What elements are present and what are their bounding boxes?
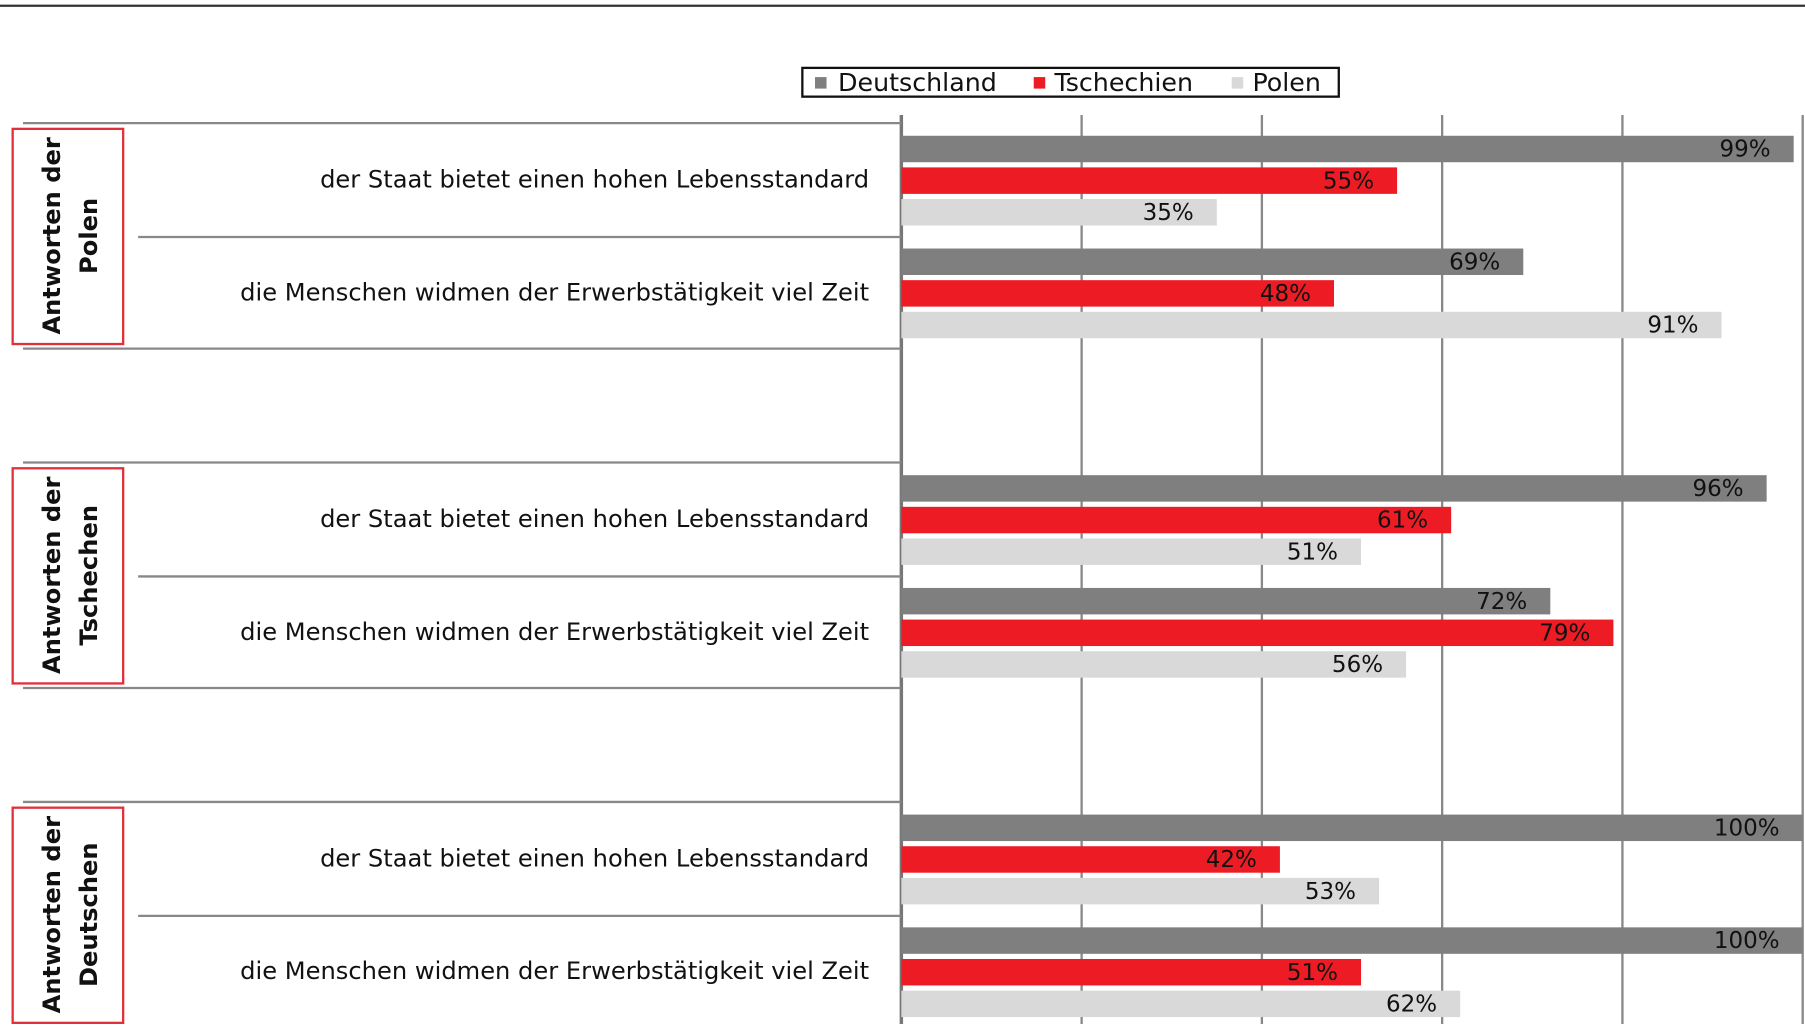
bar: [901, 506, 1452, 534]
value-label: 53%: [1305, 879, 1356, 905]
value-label: 51%: [1287, 960, 1338, 986]
bar: [901, 248, 1524, 275]
category-label: der Staat bietet einen hohen Lebensstand…: [320, 166, 869, 194]
group-box: [11, 467, 125, 685]
category-label: die Menschen widmen der Erwerbstätigkeit…: [240, 957, 869, 985]
bar: [901, 651, 1407, 678]
bar: [901, 280, 1334, 307]
value-label: 51%: [1287, 539, 1338, 565]
bar: [901, 814, 1803, 842]
legend-label: Tschechien: [1053, 68, 1193, 97]
category-label: der Staat bietet einen hohen Lebensstand…: [320, 844, 869, 872]
group-box: [11, 127, 125, 346]
bar: [901, 877, 1380, 905]
value-label: 69%: [1449, 249, 1500, 275]
bar: [901, 311, 1722, 339]
value-label: 96%: [1692, 476, 1743, 502]
value-label: 48%: [1260, 281, 1311, 307]
legend-swatch: [1231, 77, 1244, 89]
bar: [901, 475, 1767, 502]
legend-swatch: [815, 77, 827, 89]
bars: 99% 55% 35% 69% 48% 91% 96% 61% 51% 72% 79% 56% 100%…: [901, 135, 1803, 1018]
value-label: 91%: [1647, 313, 1698, 339]
category-label: der Staat bietet einen hohen Lebensstand…: [320, 505, 869, 533]
value-label: 79%: [1539, 620, 1590, 646]
bar: [901, 990, 1461, 1018]
value-label: 56%: [1332, 652, 1383, 678]
legend-label: Deutschland: [838, 68, 997, 97]
bar: [901, 538, 1362, 565]
value-label: 99%: [1720, 137, 1771, 163]
value-label: 35%: [1143, 200, 1194, 226]
legend-swatch: [1033, 77, 1046, 89]
value-label: 55%: [1323, 168, 1374, 194]
group-label: Antworten der: [38, 137, 66, 334]
group-label: Antworten der: [38, 477, 66, 674]
group-label: Tschechen: [75, 505, 103, 646]
bar: [901, 199, 1217, 226]
legend-label: Polen: [1252, 68, 1320, 97]
value-label: 100%: [1714, 928, 1780, 954]
bar: [901, 135, 1794, 163]
value-label: 72%: [1476, 589, 1527, 615]
bar: [901, 846, 1280, 873]
category-label: die Menschen widmen der Erwerbstätigkeit…: [240, 618, 869, 646]
bar: [901, 958, 1362, 986]
value-label: 62%: [1386, 992, 1437, 1018]
value-label: 61%: [1377, 508, 1428, 534]
group-label: Antworten der: [38, 816, 66, 1013]
group-label: Polen: [75, 198, 103, 274]
bar: [901, 619, 1614, 647]
value-label: 100%: [1714, 815, 1780, 841]
bar: [901, 587, 1551, 615]
category-label: die Menschen widmen der Erwerbstätigkeit…: [240, 278, 869, 306]
group-label: Deutschen: [75, 842, 103, 987]
value-label: 42%: [1206, 847, 1257, 873]
group-box: [11, 806, 125, 1024]
legend-box: [801, 66, 1340, 98]
bar: [901, 927, 1803, 954]
bar: [901, 167, 1398, 194]
